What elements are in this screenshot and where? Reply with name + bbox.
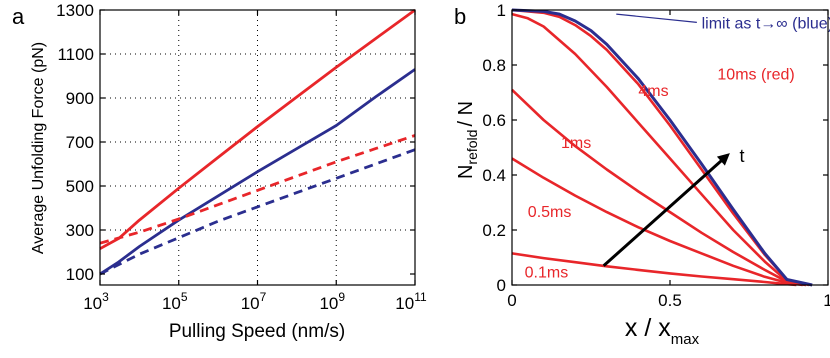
panel-b-x-ticklabel: 0 (507, 291, 516, 310)
panel-b-annotation-6: 0.1ms (525, 264, 569, 281)
panel-a-y-ticklabel: 900 (66, 89, 94, 108)
panel-b-y-ticklabel: 0 (497, 276, 506, 295)
panel-b-y-ticklabel: 0.2 (482, 221, 506, 240)
panel-b-series-line-4ms (511, 12, 807, 287)
panel-a-x-ticklabel: 103 (83, 290, 109, 313)
panel-a-ylabel: Average Unfolding Force (pN) (30, 42, 47, 254)
panel-a-label: a (12, 4, 25, 29)
panel-a-frame (99, 9, 416, 286)
panel-b: b limit as t→∞ (blue) 10ms (red) 4ms 1ms 0.5… (454, 1, 830, 348)
panel-a-x-ticklabel-exponent: 11 (414, 290, 427, 304)
panel-b-series (511, 8, 813, 287)
panel-b-time-arrow-head (716, 153, 730, 166)
panel-a-x-ticklabel-exponent: 9 (338, 290, 345, 304)
panel-b-annotation-2: 10ms (red) (717, 66, 794, 83)
panel-a-x-ticklabel: 107 (241, 290, 267, 313)
panel-a-x-ticklabel-mantissa: 10 (83, 294, 102, 313)
panel-a-y-ticklabel: 1100 (57, 45, 94, 64)
panel-b-annotation-7: t (740, 146, 745, 166)
panel-b-ylabel-tail: / N (455, 101, 477, 127)
panel-b-xlabel: x / xmax (625, 314, 700, 348)
panel-a-x-ticklabel-mantissa: 10 (319, 294, 338, 313)
panel-b-x-ticklabel: 0.5 (658, 291, 682, 310)
panel-a-x-ticklabel-mantissa: 10 (162, 294, 181, 313)
panel-b-time-arrow-shaft (602, 154, 728, 267)
panel-b-y-ticklabel: 0.6 (482, 111, 506, 130)
panel-b-series-line-limit (511, 8, 813, 287)
panel-b-frame (511, 9, 829, 286)
panel-b-y-ticklabel: 0.4 (482, 166, 506, 185)
panel-a-y-ticklabel: 500 (66, 177, 94, 196)
panel-a-y-ticklabel: 1300 (56, 1, 94, 20)
panel-a-series-line-2 (99, 68, 416, 276)
panel-a-grid (100, 10, 415, 285)
panel-b-series-line-1ms (511, 88, 807, 287)
panel-a-series-line-4 (99, 148, 416, 276)
panel-a-x-ticklabel: 109 (319, 290, 345, 313)
panel-a-y-ticklabel: 700 (66, 133, 94, 152)
panel-a-series-line-3 (99, 134, 416, 245)
panel-b-annotation-3: 4ms (638, 83, 668, 100)
panel-b-annotation-5: 0.5ms (528, 204, 572, 221)
panel-a-series-line-1 (99, 8, 416, 250)
panel-a-x-ticklabel-exponent: 5 (181, 290, 188, 304)
panel-a-y-ticklabel: 300 (66, 221, 94, 240)
panel-a-series (99, 8, 416, 276)
panel-b-xlabel-main: x / x (625, 314, 671, 342)
panel-b-annotation-4: 1ms (561, 135, 591, 152)
panel-b-series-line-0.1ms (511, 252, 797, 287)
panel-b-y-ticklabel: 1 (497, 1, 506, 20)
panel-b-limit-pointer (616, 13, 697, 23)
panel-b-ylabel-main: N (455, 165, 477, 179)
panel-b-ticks: 0 0.5 1 0 0.2 0.4 0.6 0.8 1 (482, 1, 830, 310)
panel-b-series-line-0.5ms (511, 157, 803, 287)
panel-b-ylabel-sub: refold (464, 130, 480, 165)
panel-a-xlabel: Pulling Speed (nm/s) (169, 321, 345, 342)
panel-b-label: b (454, 4, 466, 29)
panel-a-x-ticklabel: 1011 (395, 290, 427, 313)
panel-a-x-ticklabel-exponent: 7 (260, 290, 267, 304)
panel-b-annotations: limit as t→∞ (blue) 10ms (red) 4ms 1ms 0.5ms… (525, 13, 830, 281)
panel-a-x-ticklabel-exponent: 3 (102, 290, 109, 304)
panel-b-ylabel: Nrefold / N (455, 101, 480, 179)
panel-a-x-ticklabel: 105 (162, 290, 188, 313)
panel-a-y-ticklabel: 100 (66, 265, 94, 284)
panel-b-y-ticklabel: 0.8 (482, 56, 506, 75)
panel-b-annotation-1: limit as t→∞ (blue) (702, 15, 830, 32)
panel-b-x-ticklabel: 1 (823, 291, 830, 310)
panel-b-xlabel-sub: max (671, 331, 700, 348)
panel-a: a 103 105 107 109 10111003005007009001100130… (12, 1, 427, 342)
panel-a-x-ticklabel-mantissa: 10 (395, 294, 414, 313)
panel-a-x-ticklabel-mantissa: 10 (241, 294, 260, 313)
